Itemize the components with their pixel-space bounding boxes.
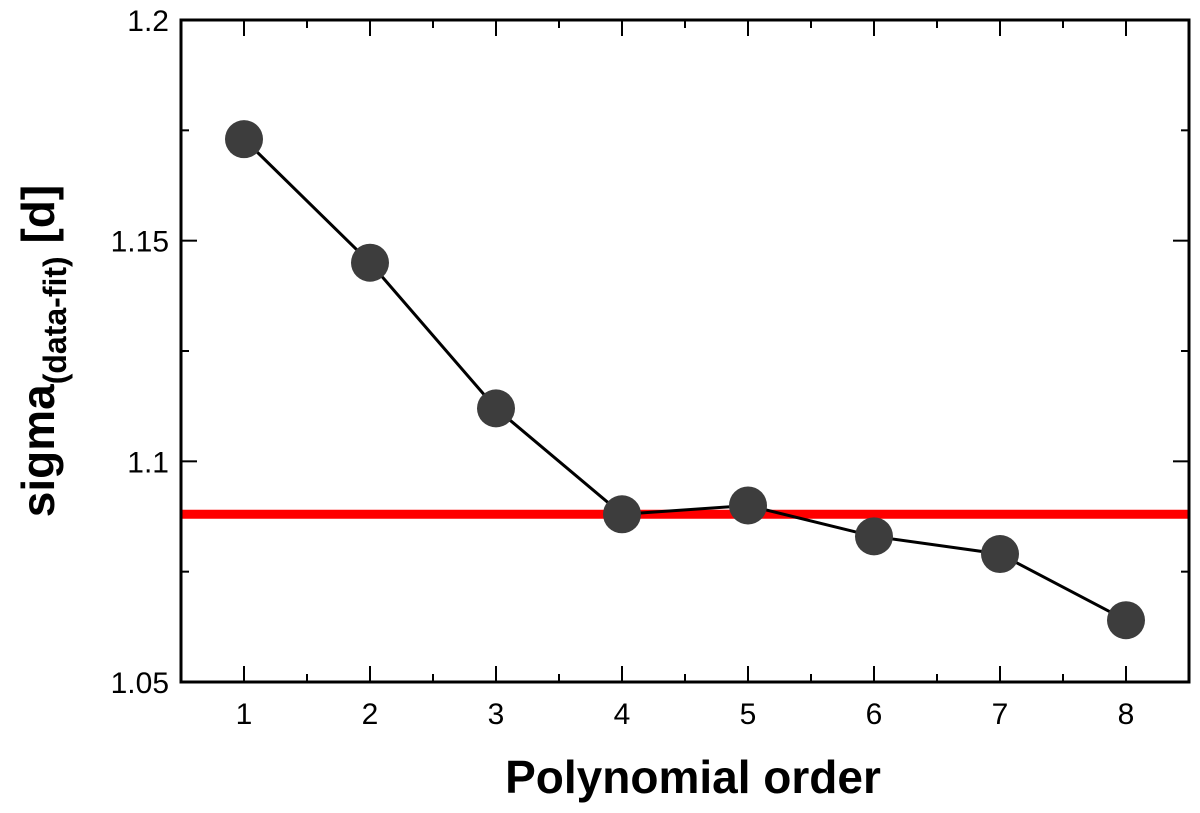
plot-area (181, 120, 1189, 640)
data-point (1107, 601, 1145, 640)
y-tick-label: 1.1 (127, 446, 169, 479)
data-point (477, 389, 515, 428)
x-tick-label: 4 (614, 698, 631, 731)
y-tick-label: 1.2 (127, 5, 169, 38)
x-tick-label: 8 (1118, 698, 1135, 731)
y-tick-label: 1.15 (111, 226, 169, 259)
x-tick-label: 7 (992, 698, 1009, 731)
data-point (981, 535, 1019, 574)
plot-frame (179, 18, 1191, 684)
x-tick-label: 2 (362, 698, 379, 731)
x-tick-label: 1 (236, 698, 253, 731)
x-tick-label: 5 (740, 698, 757, 731)
x-tick-label: 6 (866, 698, 883, 731)
y-axis-title-base: sigma (12, 384, 64, 517)
y-axis-title: sigma(data-fit) [d] (12, 185, 73, 517)
data-point (855, 517, 893, 556)
x-tick-label: 3 (488, 698, 505, 731)
y-tick-label: 1.05 (111, 667, 169, 700)
series-line (242, 138, 1127, 622)
axes: 1 2 3 4 5 6 7 8 1.05 1.1 1.15 1.2 (111, 5, 1189, 731)
y-axis-title-subscript: (data-fit) (37, 256, 73, 384)
data-point (351, 243, 389, 282)
x-axis-title: Polynomial order (505, 751, 881, 803)
data-point (729, 486, 767, 525)
data-point (603, 495, 641, 534)
data-point (225, 120, 263, 159)
y-axis-title-suffix: [d] (12, 185, 64, 257)
